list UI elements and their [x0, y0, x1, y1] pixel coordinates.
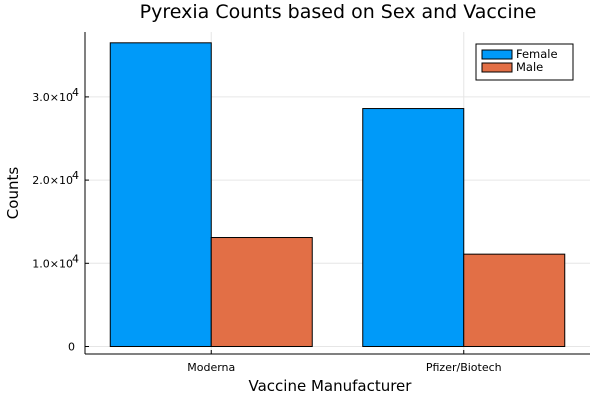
bar-male-pfizer-biotech — [463, 253, 566, 348]
legend-label-female: Female — [516, 47, 558, 61]
y-tick-label: 2.0×10 — [32, 174, 73, 187]
legend-swatch-male — [481, 62, 513, 73]
legend-label-male: Male — [516, 60, 543, 74]
x-axis-label: Vaccine Manufacturer — [249, 377, 413, 395]
y-tick-exponent: 4 — [72, 252, 79, 265]
x-tick-label: Pfizer/Biotech — [426, 361, 502, 374]
x-ticks: Moderna Pfizer/Biotech — [187, 350, 502, 374]
y-tick-label: 3.0×10 — [32, 91, 73, 104]
y-axis-label: Counts — [4, 167, 22, 220]
chart-title: Pyrexia Counts based on Sex and Vaccine — [140, 1, 537, 23]
x-tick-label: Moderna — [187, 361, 235, 374]
y-tick-exponent: 4 — [72, 86, 79, 99]
legend-swatch-female — [481, 49, 513, 60]
bar-female-moderna — [109, 42, 212, 348]
bars — [109, 42, 566, 348]
y-tick-exponent: 4 — [72, 169, 79, 182]
bar-female-pfizer-biotech — [362, 108, 465, 348]
y-tick-label: 0 — [68, 341, 75, 354]
y-tick-label: 1.0×10 — [32, 257, 73, 270]
y-ticks: 01.0×10 42.0×10 43.0×10 4 — [32, 86, 89, 354]
bar-male-moderna — [210, 237, 313, 348]
